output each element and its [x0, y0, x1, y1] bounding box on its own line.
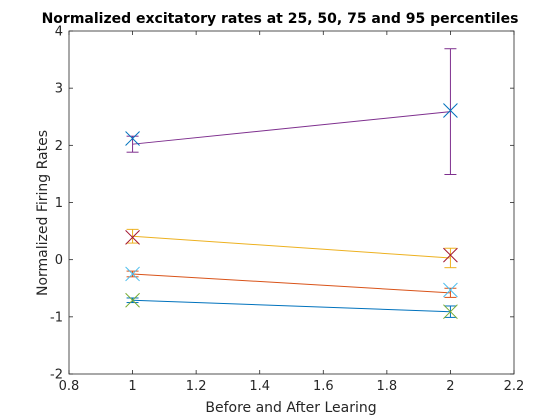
x-tick-label: 1.4: [249, 379, 270, 394]
chart-title: Normalized excitatory rates at 25, 50, 7…: [42, 11, 519, 27]
y-tick-label: 1: [55, 196, 63, 211]
x-tick-label: 2.2: [504, 379, 525, 394]
x-tick-label: 1.8: [377, 379, 398, 394]
series-line: [132, 273, 451, 294]
y-tick-label: -2: [50, 368, 63, 383]
data-point-marker: [125, 230, 140, 245]
series-line: [132, 299, 451, 313]
x-tick-label: 2: [446, 379, 454, 394]
x-axis-ticks: 0.8 1 1.2 1.4 1.6 1.8 2 2.2: [59, 31, 525, 394]
series-2: [125, 266, 458, 298]
plot-content: [125, 48, 458, 320]
x-tick-label: 1.2: [186, 379, 207, 394]
series-1: [125, 292, 458, 320]
data-point-marker: [443, 304, 458, 320]
y-tick-label: 2: [55, 139, 63, 154]
error-bar: [444, 247, 457, 269]
data-point-marker: [443, 247, 458, 263]
x-tick-label: 1.6: [313, 379, 334, 394]
y-axis-label: Normalized Firing Rates: [35, 130, 51, 296]
data-point-marker: [125, 266, 140, 282]
data-point-marker: [125, 131, 140, 146]
y-tick-label: -1: [50, 310, 63, 325]
plot-area: [68, 30, 515, 375]
x-tick-label: 0.8: [59, 379, 80, 394]
y-tick-label: 4: [55, 25, 63, 40]
data-point-marker: [125, 292, 140, 308]
y-tick-label: 0: [55, 253, 63, 268]
y-tick-label: 3: [55, 82, 63, 97]
series-line: [132, 111, 451, 145]
error-bar: [444, 48, 457, 175]
y-axis-ticks: -2 -1 0 1 2 3 4: [50, 25, 514, 383]
x-tick-label: 1: [128, 379, 136, 394]
x-axis-label: Before and After Learing: [205, 400, 376, 416]
data-point-marker: [443, 103, 458, 118]
series-line: [132, 235, 451, 259]
data-point-marker: [443, 282, 458, 298]
series-4: [125, 48, 458, 175]
series-3: [125, 228, 458, 269]
error-bar: [126, 228, 139, 244]
